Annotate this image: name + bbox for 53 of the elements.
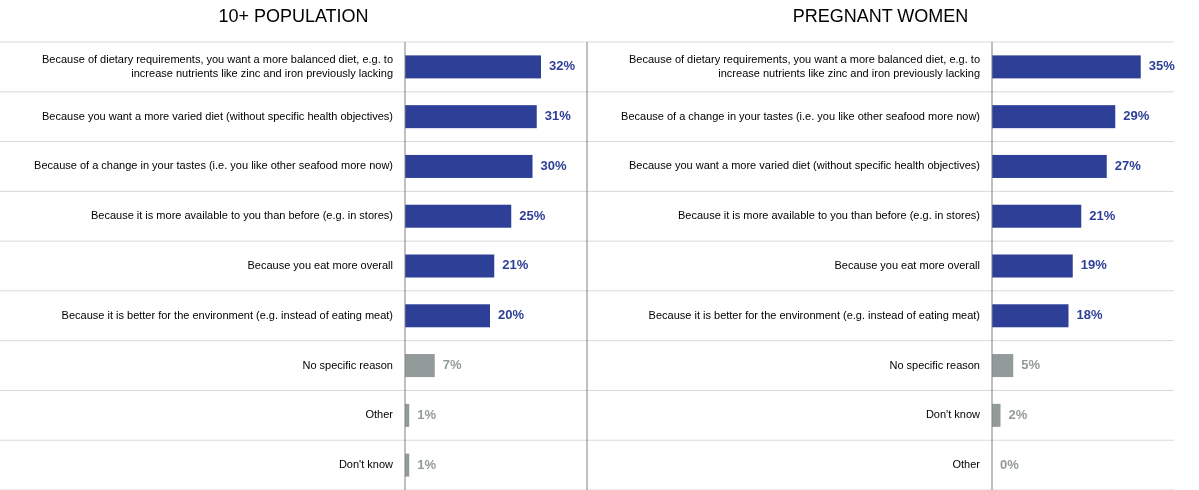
- bar: [405, 354, 435, 378]
- y-tick-label: Other: [952, 458, 981, 471]
- y-tick-label: Because it is better for the environment (e.g. instead of eating meat): [61, 308, 393, 321]
- data-label: 20%: [498, 307, 525, 323]
- data-label: 30%: [540, 157, 567, 173]
- data-label: 25%: [519, 207, 546, 223]
- bar: [405, 304, 490, 328]
- bar: [992, 55, 1141, 79]
- bar: [992, 105, 1116, 129]
- y-tick-label: No specific reason: [302, 358, 393, 371]
- bar: [992, 304, 1069, 328]
- bar: [405, 154, 533, 178]
- bar: [992, 204, 1082, 228]
- bar: [992, 354, 1014, 378]
- data-label: 21%: [502, 257, 529, 273]
- y-tick-label: Because it is better for the environment (e.g. instead of eating meat): [648, 308, 980, 321]
- bar: [405, 254, 495, 278]
- data-label: 19%: [1080, 257, 1108, 273]
- y-tick-label: Because of a change in your tastes (i.e. you like other seafood more now): [34, 159, 393, 172]
- y-tick-label: Don't know: [925, 408, 981, 421]
- y-tick-label: Because you eat more overall: [247, 258, 393, 271]
- y-tick-label: Because you eat more overall: [834, 258, 980, 271]
- y-tick-label: Because of dietary requirements, you want a more balanced diet, e.g. to increase nutrients like zinc and iron previously lacking: [629, 52, 980, 79]
- y-tick-label: Other: [365, 408, 394, 421]
- y-tick-label: Because of a change in your tastes (i.e. you like other seafood more now): [621, 109, 980, 122]
- y-tick-label: Because you want a more varied diet (without specific health objectives): [629, 159, 980, 172]
- bar: [992, 254, 1073, 278]
- data-label: 31%: [544, 108, 572, 124]
- y-tick-label: Because you want a more varied diet (without specific health objectives): [42, 109, 393, 122]
- bar: [405, 105, 537, 129]
- y-tick-label: No specific reason: [889, 358, 980, 371]
- data-label: 27%: [1114, 157, 1142, 173]
- data-label: 18%: [1076, 307, 1103, 323]
- data-label: 5%: [1021, 356, 1041, 372]
- data-label: 35%: [1148, 58, 1176, 74]
- bar: [405, 55, 541, 79]
- y-tick-label: Because it is more available to you than before (e.g. in stores): [90, 209, 393, 222]
- chart-title: 10+ POPULATION: [218, 6, 369, 26]
- data-label: 1%: [417, 406, 437, 422]
- bar: [405, 204, 512, 228]
- y-tick-label: Because it is more available to you than before (e.g. in stores): [677, 209, 980, 222]
- data-label: 21%: [1089, 207, 1116, 223]
- data-label: 29%: [1123, 108, 1150, 124]
- data-label: 0%: [1000, 456, 1020, 472]
- bar: [992, 403, 1001, 427]
- y-tick-label: Don't know: [338, 458, 394, 471]
- data-label: 32%: [549, 58, 576, 74]
- y-tick-label: Because of dietary requirements, you want a more balanced diet, e.g. to increase nutrients like zinc and iron previously lacking: [42, 52, 393, 79]
- bar: [992, 154, 1107, 178]
- chart-title: PREGNANT WOMEN: [792, 6, 969, 26]
- data-label: 7%: [442, 356, 462, 372]
- data-label: 2%: [1008, 406, 1028, 422]
- data-label: 1%: [417, 456, 437, 472]
